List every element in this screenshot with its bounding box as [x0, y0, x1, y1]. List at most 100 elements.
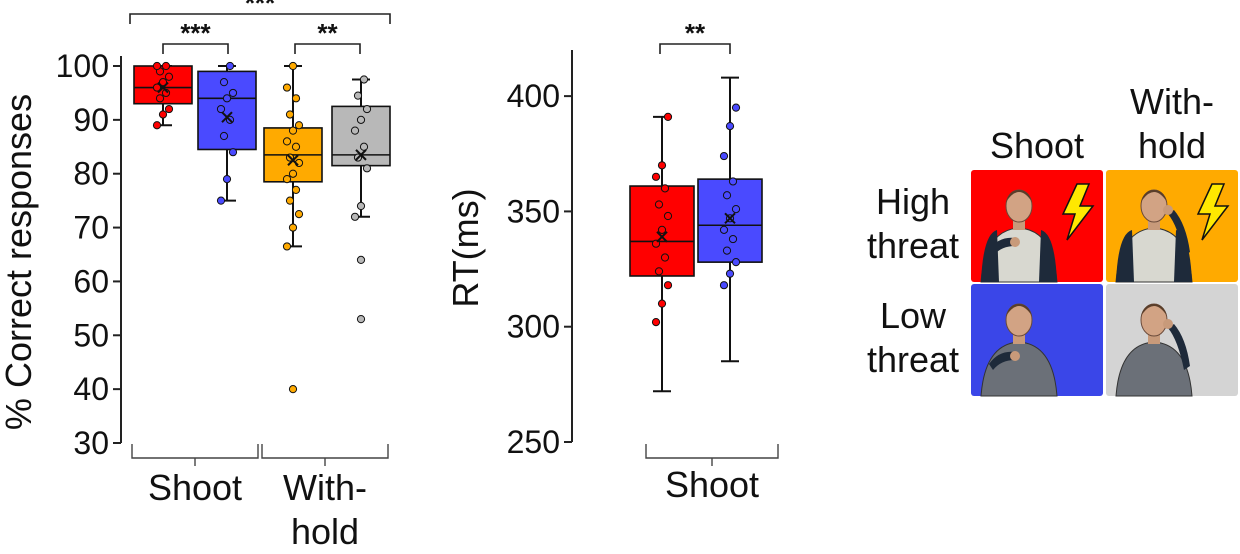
legend-row-label: High threat [867, 181, 959, 266]
box-0 [133, 61, 193, 130]
data-point [155, 94, 165, 103]
significance-bracket [129, 13, 391, 24]
data-point [152, 83, 162, 92]
data-point [731, 258, 741, 267]
data-point [164, 104, 174, 114]
data-point [288, 126, 298, 135]
legend-cell [971, 284, 1103, 397]
significance-bracket [162, 43, 229, 54]
rt-chart: 250 300 350 400 Shoot ** [507, 18, 779, 505]
data-point [228, 88, 238, 98]
data-point [350, 212, 360, 221]
person-hair [1006, 190, 1032, 202]
significance-label: *** [180, 18, 211, 48]
raised-arm [1168, 210, 1190, 256]
box-2 [263, 61, 323, 394]
lightning-icon [1061, 183, 1095, 241]
data-point [282, 242, 292, 251]
data-point [362, 104, 372, 114]
chart2-ylabel: RT(ms) [445, 188, 486, 307]
data-point [663, 211, 673, 221]
raised-arm [1168, 324, 1190, 370]
hand [1010, 351, 1020, 361]
data-point [219, 131, 229, 141]
data-point [353, 91, 363, 100]
data-point [651, 317, 661, 327]
data-point [356, 201, 366, 211]
mean-marker [157, 81, 169, 94]
chart1-ylabel: % Correct responses [0, 94, 39, 430]
data-point [285, 196, 295, 205]
data-point [152, 61, 162, 71]
data-point [294, 121, 304, 130]
person-hair [1141, 304, 1167, 316]
sleeve [1116, 230, 1134, 282]
data-point [294, 210, 304, 219]
sleeve [1039, 230, 1057, 282]
data-point [228, 148, 238, 157]
group-label: Shoot [665, 464, 759, 505]
data-point [291, 94, 301, 103]
data-point [158, 78, 168, 87]
data-point [657, 299, 667, 308]
data-point [282, 137, 292, 146]
mean-marker [287, 154, 299, 166]
data-point [164, 72, 174, 81]
data-point [282, 83, 292, 92]
person-hair [1006, 304, 1032, 316]
group-bracket [261, 444, 389, 459]
significance-bracket [294, 43, 361, 54]
y-tick-label: 70 [73, 210, 109, 246]
legend-cell [1106, 284, 1238, 397]
mean-marker [221, 111, 233, 123]
data-point [728, 177, 738, 186]
data-point [719, 225, 729, 234]
y-tick-label: 300 [507, 309, 560, 345]
legend-cell [971, 170, 1103, 283]
y-tick-label: 80 [73, 156, 109, 192]
data-point [660, 184, 670, 193]
y-tick-label: 60 [73, 263, 109, 299]
significance-label: ** [317, 18, 338, 48]
data-point [359, 75, 369, 84]
legend-column-label: With-hold [1130, 81, 1214, 166]
data-point [161, 61, 171, 71]
data-point [288, 169, 298, 178]
data-point [219, 78, 229, 87]
data-point [719, 281, 729, 290]
data-point [657, 161, 667, 170]
data-point [657, 225, 667, 234]
data-point [222, 94, 232, 103]
data-point [660, 253, 670, 262]
data-point [651, 172, 661, 181]
y-tick-label: 40 [73, 371, 109, 407]
sleeve [981, 230, 999, 282]
box-1 [697, 76, 763, 363]
group-label: With-hold [283, 467, 367, 552]
data-point [728, 234, 738, 244]
y-tick-label: 30 [73, 425, 109, 461]
group-bracket [131, 444, 259, 459]
hand-at-ear [1163, 205, 1173, 215]
data-point [158, 110, 168, 119]
data-point [654, 267, 664, 276]
data-point [663, 281, 673, 290]
pointing-arm [989, 351, 1015, 370]
data-point [152, 121, 162, 130]
box-1 [197, 61, 257, 205]
data-point [282, 175, 292, 184]
data-point [285, 110, 295, 119]
data-point [725, 121, 735, 131]
data-point [362, 164, 372, 173]
y-tick-label: 400 [507, 78, 560, 114]
data-point [731, 205, 741, 214]
data-point [356, 115, 366, 124]
mean-marker [724, 212, 736, 225]
data-point [216, 104, 226, 114]
sleeve [1174, 230, 1192, 282]
pointing-arm [989, 237, 1015, 256]
data-point [288, 61, 298, 71]
lightning-icon [1196, 183, 1230, 241]
